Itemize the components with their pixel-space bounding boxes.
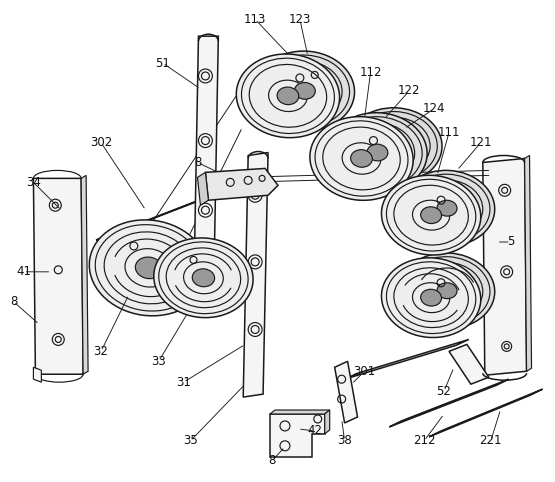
Text: 51: 51 [155,56,170,69]
Polygon shape [33,367,42,382]
Ellipse shape [89,220,208,316]
Text: 34: 34 [26,176,41,189]
Ellipse shape [404,174,490,242]
Ellipse shape [260,55,350,127]
Text: 124: 124 [423,102,445,115]
Text: 111: 111 [438,126,460,139]
Ellipse shape [184,262,223,294]
Ellipse shape [294,82,315,99]
Ellipse shape [359,137,396,167]
Ellipse shape [159,242,248,314]
Polygon shape [81,175,88,374]
Ellipse shape [332,117,422,188]
Ellipse shape [125,249,173,287]
Ellipse shape [286,76,324,106]
Ellipse shape [429,277,465,305]
Ellipse shape [347,108,442,183]
Text: 42: 42 [307,424,322,437]
Ellipse shape [411,180,483,237]
Polygon shape [524,156,532,371]
Ellipse shape [277,87,299,105]
Ellipse shape [437,283,457,299]
Text: 122: 122 [398,84,421,97]
Ellipse shape [386,262,476,334]
Polygon shape [198,173,208,205]
Ellipse shape [323,127,400,190]
Ellipse shape [241,58,335,134]
Ellipse shape [421,207,442,224]
Text: 5: 5 [507,236,514,249]
Text: 52: 52 [437,385,451,398]
Polygon shape [194,36,218,308]
Polygon shape [449,345,489,384]
Ellipse shape [359,117,430,174]
Text: 123: 123 [289,13,311,26]
Ellipse shape [310,117,413,201]
Ellipse shape [394,268,468,328]
Text: 302: 302 [90,136,112,149]
Ellipse shape [412,283,450,313]
Polygon shape [96,193,218,240]
Ellipse shape [268,61,342,120]
Ellipse shape [351,111,437,180]
Polygon shape [345,339,469,379]
Ellipse shape [404,257,490,325]
Polygon shape [325,410,330,434]
Ellipse shape [386,179,476,251]
Ellipse shape [104,232,193,304]
Ellipse shape [381,258,481,337]
Ellipse shape [367,144,388,161]
Ellipse shape [340,122,415,182]
Text: 212: 212 [413,434,436,447]
Ellipse shape [135,257,162,279]
Polygon shape [429,389,542,437]
Text: 41: 41 [16,265,31,278]
Ellipse shape [394,185,468,245]
Ellipse shape [342,143,381,174]
Polygon shape [243,152,268,397]
Polygon shape [390,379,509,427]
Text: 31: 31 [176,375,191,388]
Ellipse shape [411,262,483,319]
Ellipse shape [437,200,457,216]
Ellipse shape [376,132,412,160]
Text: 8: 8 [269,454,276,467]
Text: 35: 35 [183,434,198,447]
Text: 32: 32 [94,345,108,358]
Polygon shape [205,168,278,200]
Ellipse shape [95,225,202,311]
Text: 38: 38 [337,434,352,447]
Ellipse shape [255,51,355,131]
Ellipse shape [399,253,495,329]
Ellipse shape [154,238,253,318]
Polygon shape [335,362,357,423]
Text: 121: 121 [470,136,492,149]
Ellipse shape [315,121,408,196]
Ellipse shape [384,138,405,153]
Polygon shape [483,159,527,375]
Polygon shape [270,410,330,414]
Ellipse shape [351,150,372,167]
Ellipse shape [399,170,495,246]
Polygon shape [33,178,83,374]
Ellipse shape [381,175,481,255]
Ellipse shape [429,194,465,222]
Text: 113: 113 [244,13,266,26]
Text: 8: 8 [10,295,17,308]
Ellipse shape [269,80,307,111]
Ellipse shape [328,113,427,192]
Ellipse shape [236,54,340,138]
Ellipse shape [249,65,327,127]
Ellipse shape [166,248,241,308]
Text: 8: 8 [194,156,201,169]
Ellipse shape [412,200,450,230]
Polygon shape [270,414,325,457]
Ellipse shape [192,269,215,287]
Text: 112: 112 [359,67,382,80]
Text: 301: 301 [354,365,376,378]
Text: 33: 33 [152,355,166,368]
Text: 221: 221 [480,434,502,447]
Ellipse shape [421,289,442,306]
